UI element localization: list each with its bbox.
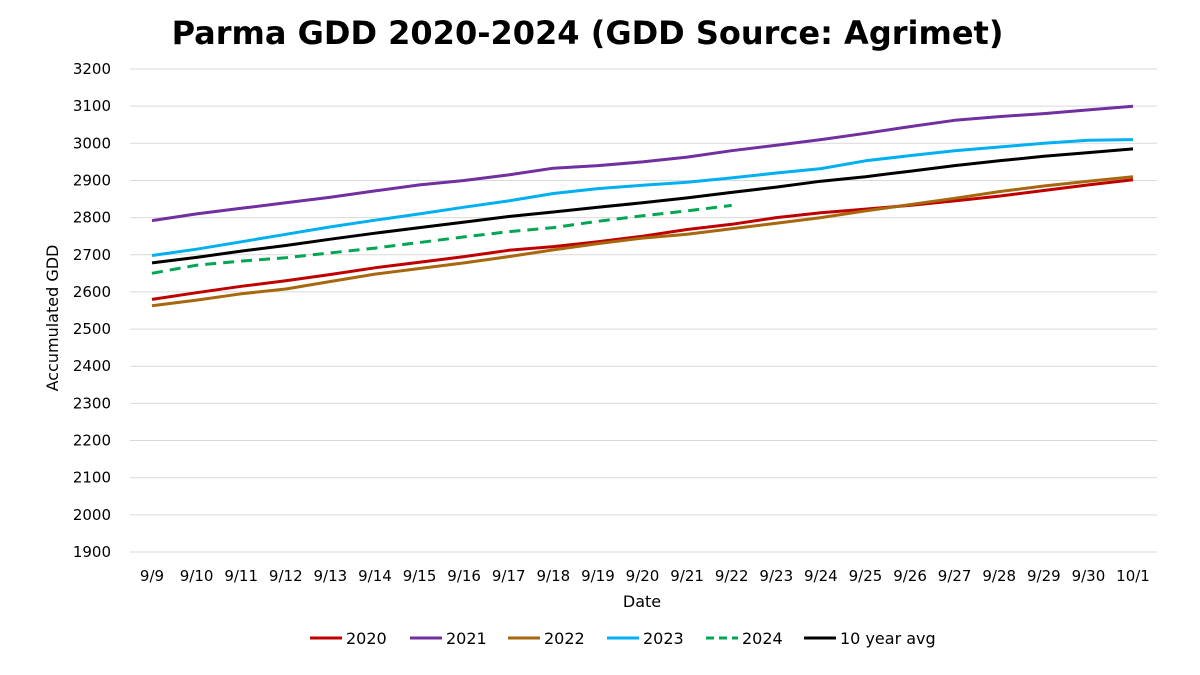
x-tick-label: 9/13 bbox=[314, 567, 348, 585]
y-tick-label: 2700 bbox=[73, 246, 111, 264]
x-tick-label: 9/19 bbox=[581, 567, 615, 585]
legend-label: 2020 bbox=[346, 629, 387, 648]
legend: 2020 2021 2022 2023 2024 10 year avg bbox=[310, 629, 936, 648]
y-tick-label: 3000 bbox=[73, 134, 111, 152]
x-tick-label: 9/30 bbox=[1072, 567, 1106, 585]
y-tick-label: 3200 bbox=[73, 60, 111, 78]
y-axis-label: Accumulated GDD bbox=[43, 245, 62, 392]
y-tick-label: 1900 bbox=[73, 543, 111, 561]
x-tick-label: 9/29 bbox=[1027, 567, 1061, 585]
x-tick-label: 9/15 bbox=[403, 567, 437, 585]
y-axis-ticks: 1900 2000 2100 2200 2300 2400 2500 2600 2700 2800… bbox=[73, 60, 111, 561]
series-line-2022 bbox=[151, 175, 1134, 308]
x-tick-label: 9/18 bbox=[536, 567, 570, 585]
x-tick-label: 9/23 bbox=[759, 567, 793, 585]
chart-title: Parma GDD 2020-2024 (GDD Source: Agrimet… bbox=[171, 14, 1004, 52]
y-tick-label: 2900 bbox=[73, 171, 111, 189]
y-tick-label: 2400 bbox=[73, 357, 111, 375]
x-tick-label: 9/27 bbox=[938, 567, 972, 585]
x-tick-label: 9/14 bbox=[358, 567, 392, 585]
series-line-2021 bbox=[151, 104, 1134, 223]
x-tick-label: 9/12 bbox=[269, 567, 303, 585]
x-axis-ticks: 9/9 9/10 9/11 9/12 9/13 9/14 9/15 9/16 9/17 9/18 9… bbox=[140, 567, 1150, 585]
x-tick-label: 9/9 bbox=[140, 567, 164, 585]
y-tick-label: 2800 bbox=[73, 209, 111, 227]
legend-label: 2021 bbox=[446, 629, 487, 648]
y-tick-label: 3100 bbox=[73, 97, 111, 115]
x-tick-label: 9/26 bbox=[893, 567, 927, 585]
y-tick-label: 2500 bbox=[73, 320, 111, 338]
x-tick-label: 9/21 bbox=[670, 567, 704, 585]
series-line-10-year-avg bbox=[151, 147, 1134, 265]
y-tick-label: 2300 bbox=[73, 394, 111, 412]
y-tick-label: 2100 bbox=[73, 469, 111, 487]
y-tick-label: 2200 bbox=[73, 432, 111, 450]
x-tick-label: 9/25 bbox=[849, 567, 883, 585]
x-tick-label: 9/10 bbox=[180, 567, 214, 585]
x-tick-label: 9/17 bbox=[492, 567, 526, 585]
x-tick-label: 9/22 bbox=[715, 567, 749, 585]
y-tick-label: 2000 bbox=[73, 506, 111, 524]
series-lines bbox=[151, 104, 1134, 308]
series-line-2020 bbox=[151, 178, 1134, 301]
legend-label: 2022 bbox=[544, 629, 585, 648]
series-line-2023 bbox=[151, 138, 1134, 257]
legend-label: 2024 bbox=[742, 629, 783, 648]
legend-label: 2023 bbox=[643, 629, 684, 648]
x-tick-label: 9/11 bbox=[224, 567, 258, 585]
x-tick-label: 9/20 bbox=[626, 567, 660, 585]
x-axis-label: Date bbox=[623, 592, 661, 611]
gridlines bbox=[130, 68, 1157, 553]
x-tick-label: 9/16 bbox=[447, 567, 481, 585]
x-tick-label: 10/1 bbox=[1116, 567, 1150, 585]
legend-label: 10 year avg bbox=[840, 629, 936, 648]
x-tick-label: 9/28 bbox=[982, 567, 1016, 585]
x-tick-label: 9/24 bbox=[804, 567, 838, 585]
y-tick-label: 2600 bbox=[73, 283, 111, 301]
series-line-2024 bbox=[151, 203, 732, 275]
